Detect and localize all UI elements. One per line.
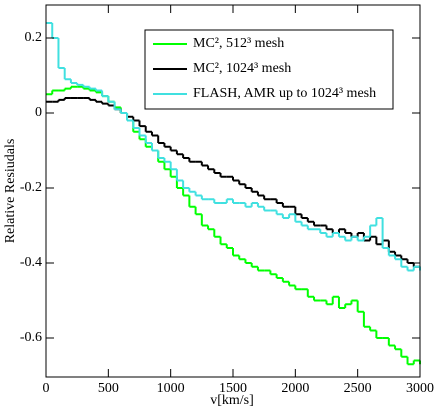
y-tick-label: -0.6 [20,330,42,345]
legend-label: MC², 1024³ mesh [193,61,291,76]
series [46,85,421,366]
legend-label: FLASH, AMR up to 1024³ mesh [193,86,376,101]
series [46,97,421,271]
y-tick-label: 0.2 [25,30,43,45]
y-tick-label: 0 [35,105,42,120]
legend: MC², 512³ mesh MC², 1024³ mesh FLASH, AMR … [144,29,394,110]
x-tick-label: 0 [43,381,50,396]
x-tick-label: 2000 [281,381,309,396]
y-axis-label: Relative Resiudals [3,139,18,244]
plot-area [46,22,421,366]
series [46,22,421,272]
x-tick-label: 500 [98,381,119,396]
y-tick-label: -0.4 [20,255,42,270]
y-tick-label: -0.2 [20,180,42,195]
x-tick-label: 3000 [406,381,434,396]
legend-label: MC², 512³ mesh [193,36,284,51]
x-tick-label: 2500 [344,381,372,396]
x-tick-label: 1000 [157,381,185,396]
x-tick-label: 1500 [219,381,247,396]
x-axis-label: v[km/s] [210,393,254,408]
